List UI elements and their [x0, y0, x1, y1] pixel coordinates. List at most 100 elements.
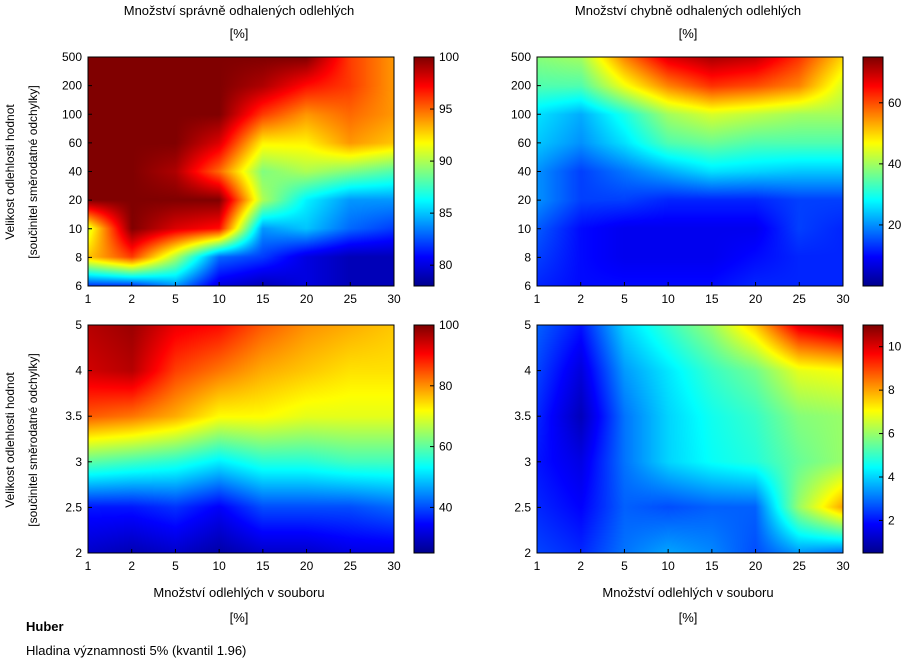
- xlabel-left: Množství odlehlých v souboru: [153, 585, 324, 600]
- colorbar-tick-label: 60: [439, 440, 453, 454]
- plot-frame-wrong_small: [536, 324, 844, 554]
- colorbar-frame-correct_small: [413, 324, 435, 554]
- colorbar-tick-label: 85: [439, 206, 453, 220]
- x-tick-label: 10: [661, 559, 675, 573]
- y-tick-label: 100: [511, 107, 531, 121]
- y-tick-label: 3.5: [65, 409, 82, 423]
- colorbar-wrong_small: [863, 325, 883, 553]
- colorbar-tick-label: 6: [888, 427, 895, 441]
- x-tick-label: 20: [749, 292, 763, 306]
- xlabel-right-unit: [%]: [679, 610, 698, 625]
- y-tick-label: 2.5: [65, 500, 82, 514]
- y-tick-label: 20: [518, 193, 532, 207]
- x-tick-label: 20: [300, 292, 314, 306]
- x-tick-label: 5: [172, 292, 179, 306]
- y-tick-label: 3: [75, 455, 82, 469]
- y-tick-label: 500: [62, 50, 82, 64]
- colorbar-frame-wrong_large: [862, 56, 884, 287]
- x-tick-label: 2: [128, 292, 135, 306]
- x-tick-label: 20: [749, 559, 763, 573]
- colorbar-tick-label: 95: [439, 102, 453, 116]
- heatmap-surface-correct_small: [88, 325, 394, 553]
- y-tick-label: 6: [75, 279, 82, 293]
- y-tick-label: 8: [75, 250, 82, 264]
- heatmap-surface-wrong_small: [537, 325, 843, 553]
- y-tick-label: 40: [518, 165, 532, 179]
- y-tick-label: 40: [69, 165, 83, 179]
- top-right-title: Množství chybně odhalených odlehlých: [575, 3, 801, 18]
- y-tick-label: 2: [75, 546, 82, 560]
- y-tick-label: 4: [524, 364, 531, 378]
- colorbar-tick-label: 40: [439, 500, 453, 514]
- y-tick-label: 2.5: [514, 500, 531, 514]
- colorbar-tick-label: 60: [888, 96, 902, 110]
- y-tick-label: 100: [62, 107, 82, 121]
- x-tick-label: 10: [661, 292, 675, 306]
- colorbar-tick-label: 100: [439, 318, 459, 332]
- x-tick-label: 30: [387, 559, 401, 573]
- colorbar-tick-label: 80: [439, 258, 453, 272]
- colorbar-tick-label: 100: [439, 50, 459, 64]
- significance-label: Hladina významnosti 5% (kvantil 1.96): [26, 643, 247, 658]
- x-tick-label: 1: [85, 559, 92, 573]
- x-tick-label: 25: [344, 559, 358, 573]
- ylabel-bottom-line1: Velikost odlehlosti hodnot: [3, 372, 17, 508]
- colorbar-tick-label: 10: [888, 340, 902, 354]
- ylabel-top-line2: [součinitel směrodatné odchylky]: [26, 85, 40, 258]
- y-tick-label: 6: [524, 279, 531, 293]
- x-tick-label: 10: [212, 559, 226, 573]
- colorbar-tick-label: 80: [439, 379, 453, 393]
- colorbar-tick-label: 4: [888, 470, 895, 484]
- y-tick-label: 3.5: [514, 409, 531, 423]
- x-tick-label: 30: [836, 559, 850, 573]
- y-tick-label: 10: [69, 222, 83, 236]
- y-tick-label: 5: [75, 318, 82, 332]
- colorbar-tick-label: 20: [888, 218, 902, 232]
- y-tick-label: 60: [69, 136, 83, 150]
- y-tick-label: 2: [524, 546, 531, 560]
- x-tick-label: 10: [212, 292, 226, 306]
- colorbar-wrong_large: [863, 57, 883, 286]
- colorbar-frame-correct_large: [413, 56, 435, 287]
- ylabel-bottom-line2: [součinitel směrodatné odchylky]: [26, 353, 40, 526]
- y-tick-label: 20: [69, 193, 83, 207]
- heatmap-surface-correct_large: [88, 57, 394, 286]
- top-left-title-unit: [%]: [230, 26, 249, 41]
- y-tick-label: 500: [511, 50, 531, 64]
- x-tick-label: 2: [577, 292, 584, 306]
- top-left-title: Množství správně odhalených odlehlých: [124, 3, 355, 18]
- x-tick-label: 15: [256, 292, 270, 306]
- x-tick-label: 30: [836, 292, 850, 306]
- x-tick-label: 15: [705, 559, 719, 573]
- x-tick-label: 25: [793, 292, 807, 306]
- colorbar-tick-label: 8: [888, 383, 895, 397]
- top-right-title-unit: [%]: [679, 26, 698, 41]
- colorbar-tick-label: 90: [439, 154, 453, 168]
- colorbar-tick-label: 2: [888, 513, 895, 527]
- x-tick-label: 1: [534, 559, 541, 573]
- colorbar-frame-wrong_small: [862, 324, 884, 554]
- y-tick-label: 5: [524, 318, 531, 332]
- x-tick-label: 2: [577, 559, 584, 573]
- y-tick-label: 3: [524, 455, 531, 469]
- x-tick-label: 5: [621, 559, 628, 573]
- x-tick-label: 1: [534, 292, 541, 306]
- colorbar-correct_small: [414, 325, 434, 553]
- heatmap-correct_large: 1 2 5 10 15 20 25 30681020406010020050080859095…: [62, 50, 459, 306]
- x-tick-label: 15: [256, 559, 270, 573]
- y-tick-label: 200: [62, 79, 82, 93]
- y-tick-label: 10: [518, 222, 532, 236]
- x-tick-label: 25: [793, 559, 807, 573]
- colorbar-tick-label: 40: [888, 157, 902, 171]
- ylabel-top-line1: Velikost odlehlosti hodnot: [3, 104, 17, 240]
- x-tick-label: 2: [128, 559, 135, 573]
- colorbar-correct_large: [414, 57, 434, 286]
- x-tick-label: 30: [387, 292, 401, 306]
- plot-frame-correct_small: [87, 324, 395, 554]
- x-tick-label: 1: [85, 292, 92, 306]
- y-tick-label: 60: [518, 136, 532, 150]
